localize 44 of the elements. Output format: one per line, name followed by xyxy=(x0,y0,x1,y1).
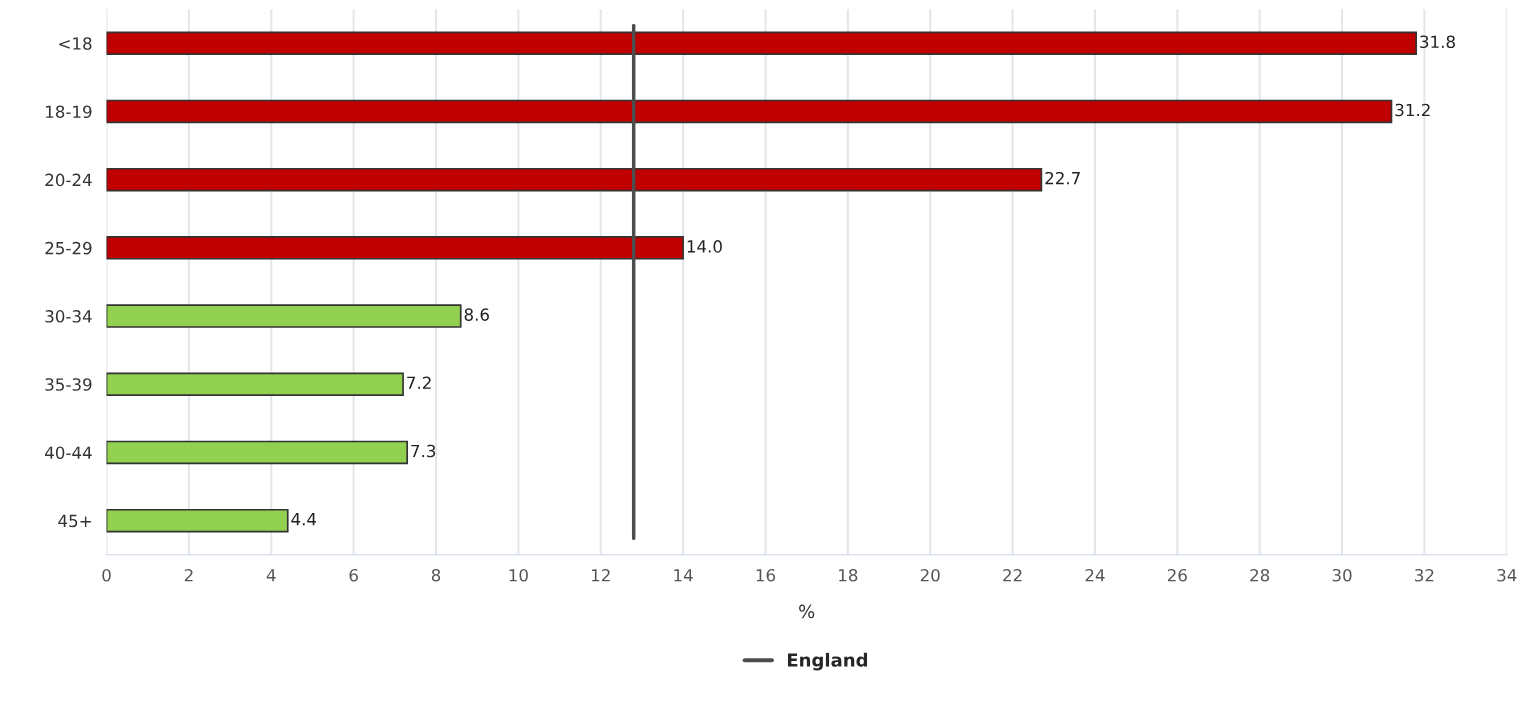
bar xyxy=(106,99,1393,124)
x-tick-label: 10 xyxy=(509,568,528,582)
x-tick-label: 18 xyxy=(839,568,858,582)
x-tick-label: 20 xyxy=(920,568,940,582)
x-tick-label: 2 xyxy=(184,568,193,582)
x-tick-label: 8 xyxy=(431,568,441,582)
bar xyxy=(106,372,404,396)
bar xyxy=(106,167,1043,192)
y-tick-label: 45+ xyxy=(58,514,91,528)
bar xyxy=(106,304,462,328)
x-tick-label: 14 xyxy=(674,569,693,582)
x-tick-label: 4 xyxy=(266,569,276,582)
y-tick-label: <18 xyxy=(59,37,92,50)
data-label: 7.3 xyxy=(411,444,436,458)
x-tick-label: 26 xyxy=(1167,568,1187,582)
x-axis-title: % xyxy=(799,604,815,619)
data-label: 31.8 xyxy=(1420,35,1455,49)
x-tick-label: 34 xyxy=(1497,568,1517,582)
x-tick-label: 22 xyxy=(1003,568,1022,582)
x-tick-label: 16 xyxy=(756,568,776,582)
data-label: 7.2 xyxy=(407,376,431,389)
x-tick-label: 28 xyxy=(1250,568,1270,582)
x-tick-label: 0 xyxy=(102,568,111,582)
x-tick-label: 12 xyxy=(591,568,610,582)
data-label: 22.7 xyxy=(1045,171,1080,185)
data-label: 31.2 xyxy=(1395,103,1430,117)
y-tick-label: 20-24 xyxy=(45,173,92,187)
bar xyxy=(106,31,1418,55)
data-label: 8.6 xyxy=(464,308,489,321)
data-label: 14.0 xyxy=(687,240,722,253)
bar xyxy=(106,508,289,533)
x-tick-label: 6 xyxy=(349,568,358,582)
data-label: 4.4 xyxy=(291,513,317,526)
legend-label: England xyxy=(787,652,868,671)
x-tick-label: 24 xyxy=(1085,568,1105,582)
x-tick-label: 32 xyxy=(1415,568,1434,582)
bar xyxy=(106,236,684,260)
x-tick-label: 30 xyxy=(1332,568,1352,582)
y-tick-label: 25-29 xyxy=(45,241,92,255)
y-tick-label: 30-34 xyxy=(45,310,92,323)
bar xyxy=(106,440,409,465)
y-tick-label: 35-39 xyxy=(45,378,92,391)
y-tick-label: 18-19 xyxy=(46,105,92,119)
y-tick-label: 40-44 xyxy=(45,446,92,460)
